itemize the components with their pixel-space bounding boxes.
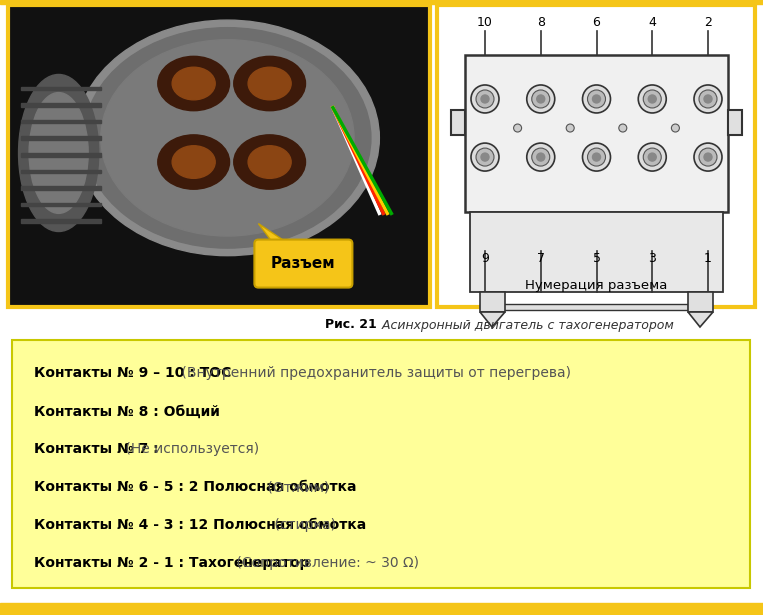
Circle shape xyxy=(536,153,545,161)
Circle shape xyxy=(536,95,545,103)
Text: 9: 9 xyxy=(481,253,489,266)
Circle shape xyxy=(526,143,555,171)
Circle shape xyxy=(588,148,606,166)
Bar xyxy=(0,603,763,615)
FancyBboxPatch shape xyxy=(254,240,353,288)
Circle shape xyxy=(643,90,662,108)
Text: Рис. 21: Рис. 21 xyxy=(325,319,376,331)
Text: 8: 8 xyxy=(536,17,545,30)
Ellipse shape xyxy=(84,28,371,248)
Text: 4: 4 xyxy=(649,17,656,30)
Text: 6: 6 xyxy=(593,17,600,30)
Text: Контакты № 9 – 10 : ТОС: Контакты № 9 – 10 : ТОС xyxy=(34,367,231,381)
Circle shape xyxy=(593,153,600,161)
Text: Контакты № 2 - 1 : Тахогенератор: Контакты № 2 - 1 : Тахогенератор xyxy=(34,557,309,570)
Ellipse shape xyxy=(158,57,230,111)
Bar xyxy=(21,186,101,190)
Text: 5: 5 xyxy=(593,253,600,266)
Circle shape xyxy=(639,85,666,113)
Circle shape xyxy=(532,148,550,166)
Text: 1: 1 xyxy=(704,253,712,266)
Text: (стирка): (стирка) xyxy=(269,518,336,533)
Bar xyxy=(21,203,101,207)
Bar xyxy=(21,170,101,173)
Polygon shape xyxy=(688,312,713,327)
Bar xyxy=(688,292,713,312)
Bar xyxy=(21,153,101,157)
Circle shape xyxy=(699,90,717,108)
Circle shape xyxy=(588,90,606,108)
Circle shape xyxy=(513,124,522,132)
Ellipse shape xyxy=(158,135,230,189)
Text: Контакты № 4 - 3 : 12 Полюсная обмотка: Контакты № 4 - 3 : 12 Полюсная обмотка xyxy=(34,518,366,533)
Polygon shape xyxy=(480,312,505,327)
Bar xyxy=(12,340,750,588)
Circle shape xyxy=(704,95,712,103)
Circle shape xyxy=(566,124,575,132)
Bar xyxy=(728,110,742,135)
Circle shape xyxy=(649,95,656,103)
Text: 10: 10 xyxy=(477,17,493,30)
Ellipse shape xyxy=(172,67,215,100)
Circle shape xyxy=(704,153,712,161)
Bar xyxy=(480,292,505,312)
Ellipse shape xyxy=(18,74,98,231)
Circle shape xyxy=(649,153,656,161)
Circle shape xyxy=(582,143,610,171)
Ellipse shape xyxy=(101,40,354,236)
Circle shape xyxy=(694,85,722,113)
Ellipse shape xyxy=(29,93,89,213)
Circle shape xyxy=(471,85,499,113)
Bar xyxy=(470,212,723,292)
Ellipse shape xyxy=(248,67,291,100)
Bar xyxy=(465,55,728,212)
Circle shape xyxy=(481,153,489,161)
Bar xyxy=(21,120,101,124)
Text: Нумерация разъема: Нумерация разъема xyxy=(525,279,667,292)
Circle shape xyxy=(671,124,679,132)
Text: (Отжим): (Отжим) xyxy=(263,480,330,494)
Text: 3: 3 xyxy=(649,253,656,266)
Text: Контакты № 7 :: Контакты № 7 : xyxy=(34,442,159,456)
Text: (Сопротивление: ~ 30 Ω): (Сопротивление: ~ 30 Ω) xyxy=(233,557,420,570)
Circle shape xyxy=(699,148,717,166)
Ellipse shape xyxy=(233,57,305,111)
Circle shape xyxy=(694,143,722,171)
Circle shape xyxy=(476,148,494,166)
Bar xyxy=(21,137,101,140)
Circle shape xyxy=(593,95,600,103)
Ellipse shape xyxy=(248,146,291,178)
Ellipse shape xyxy=(76,20,379,256)
Circle shape xyxy=(476,90,494,108)
Bar xyxy=(21,220,101,223)
Bar xyxy=(8,5,430,307)
Text: 2: 2 xyxy=(704,17,712,30)
Polygon shape xyxy=(259,224,288,244)
Circle shape xyxy=(481,95,489,103)
Circle shape xyxy=(526,85,555,113)
Ellipse shape xyxy=(233,135,305,189)
Bar xyxy=(437,5,755,307)
Bar xyxy=(480,304,688,310)
Text: Асинхронный двигатель с тахогенератором: Асинхронный двигатель с тахогенератором xyxy=(378,319,674,331)
Circle shape xyxy=(582,85,610,113)
Text: 7: 7 xyxy=(536,253,545,266)
Text: (Внутренний предохранитель защиты от перегрева): (Внутренний предохранитель защиты от пер… xyxy=(176,367,571,381)
Circle shape xyxy=(639,143,666,171)
Bar xyxy=(21,87,101,90)
Circle shape xyxy=(643,148,662,166)
Circle shape xyxy=(619,124,626,132)
Circle shape xyxy=(471,143,499,171)
Circle shape xyxy=(532,90,550,108)
Text: Контакты № 8 : Общий: Контакты № 8 : Общий xyxy=(34,405,220,418)
Bar xyxy=(0,0,763,4)
Bar xyxy=(451,110,465,135)
Text: Контакты № 6 - 5 : 2 Полюсная обмотка: Контакты № 6 - 5 : 2 Полюсная обмотка xyxy=(34,480,356,494)
Ellipse shape xyxy=(172,146,215,178)
Text: (Не используется): (Не используется) xyxy=(121,442,259,456)
Text: Разъем: Разъем xyxy=(271,256,336,271)
Bar xyxy=(21,103,101,107)
